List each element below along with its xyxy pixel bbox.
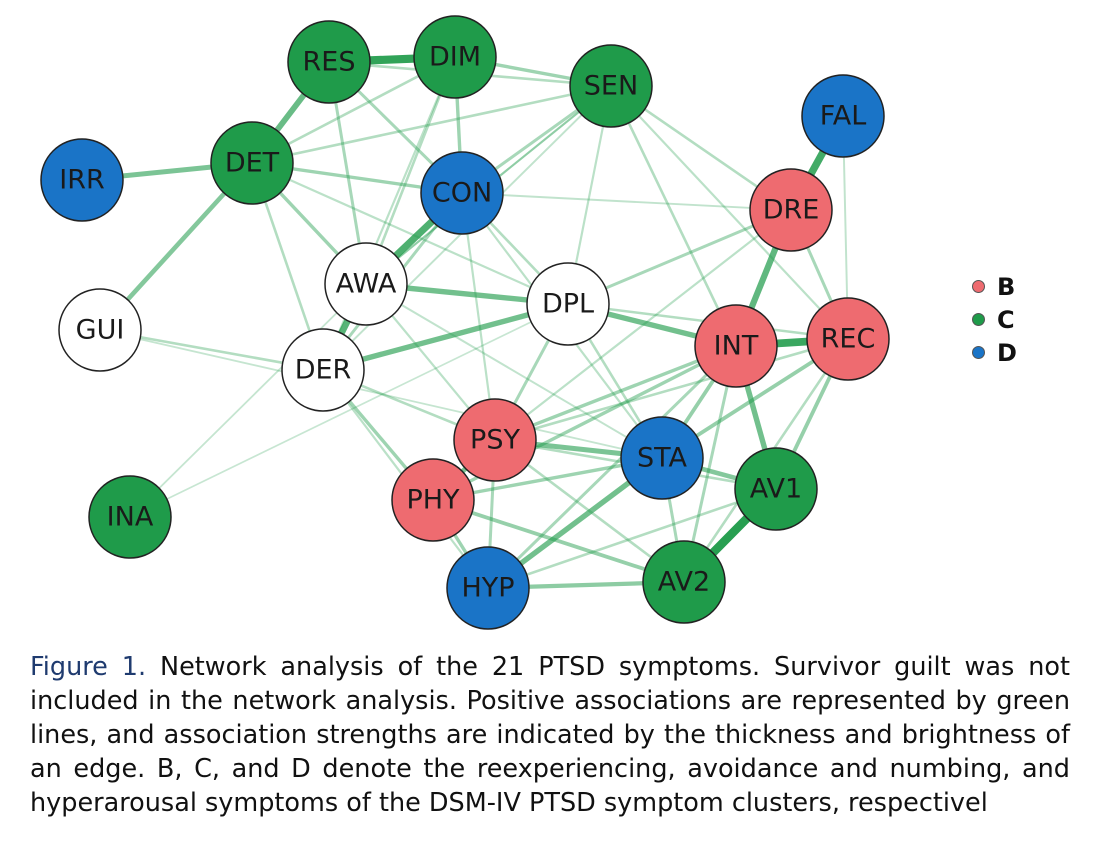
node-circle-av1 <box>734 447 818 531</box>
node-circle-hyp <box>446 546 530 630</box>
edge-hyp-av1 <box>486 487 778 590</box>
node-label-av1: AV1 <box>750 474 802 505</box>
node-label-sen: SEN <box>584 71 638 102</box>
legend-item-b: B <box>972 270 1017 303</box>
network-nodes: RES DIM SEN FAL IRR DET CON DRE AWA DPL GUI INT REC D… <box>40 15 890 630</box>
node-circle-av2 <box>642 540 726 624</box>
node-circle-der <box>281 328 365 412</box>
node-label-res: RES <box>303 47 356 78</box>
node-label-ina: INA <box>107 502 154 533</box>
node-label-int: INT <box>714 331 759 362</box>
node-fal: FAL <box>801 74 885 158</box>
symptom-network-diagram: RES DIM SEN FAL IRR DET CON DRE AWA DPL GUI INT REC D… <box>40 15 890 630</box>
node-label-phy: PHY <box>406 485 460 516</box>
edge-phy-av2 <box>431 498 686 584</box>
node-circle-gui <box>58 288 142 372</box>
node-circle-awa <box>324 242 408 326</box>
node-label-hyp: HYP <box>461 573 514 604</box>
figure-caption: Figure 1. Network analysis of the 21 PTS… <box>30 650 1070 820</box>
node-ina: INA <box>88 475 172 559</box>
legend-dot-c <box>972 313 985 326</box>
node-av1: AV1 <box>734 447 818 531</box>
node-label-dim: DIM <box>429 42 481 73</box>
node-label-dpl: DPL <box>542 289 594 320</box>
node-circle-rec <box>806 297 890 381</box>
edge-int-psy <box>493 344 738 442</box>
node-rec: REC <box>806 297 890 381</box>
node-label-gui: GUI <box>76 315 125 346</box>
node-circle-sta <box>620 416 704 500</box>
node-circle-dre <box>749 168 833 252</box>
caption-text: Network analysis of the 21 PTSD symptoms… <box>30 652 1071 818</box>
edge-sen-int <box>609 84 738 348</box>
node-circle-dpl <box>526 262 610 346</box>
node-circle-fal <box>801 74 885 158</box>
node-label-fal: FAL <box>820 101 867 132</box>
edge-rec-psy <box>493 337 850 442</box>
node-circle-con <box>420 151 504 235</box>
legend-item-d: D <box>972 336 1017 369</box>
node-label-awa: AWA <box>336 269 397 300</box>
legend-item-c: C <box>972 303 1017 336</box>
node-der: DER <box>281 328 365 412</box>
node-con: CON <box>420 151 504 235</box>
node-circle-dim <box>413 15 497 99</box>
node-dre: DRE <box>749 168 833 252</box>
edge-det-dpl <box>250 161 570 306</box>
legend-label-c: C <box>997 305 1015 334</box>
node-circle-irr <box>40 138 124 222</box>
legend-dot-d <box>972 346 985 359</box>
legend-label-d: D <box>997 338 1017 367</box>
node-res: RES <box>287 20 371 104</box>
node-label-der: DER <box>295 355 352 386</box>
node-circle-int <box>694 304 778 388</box>
edge-ina-awa <box>129 283 367 518</box>
node-circle-det <box>210 121 294 205</box>
node-awa: AWA <box>324 242 408 326</box>
edge-ina-dpl <box>129 303 569 518</box>
caption-label: Figure 1. <box>30 652 147 682</box>
node-label-irr: IRR <box>59 165 104 196</box>
node-circle-res <box>287 20 371 104</box>
node-label-dre: DRE <box>763 195 820 226</box>
edge-det-sen <box>250 84 613 165</box>
node-label-det: DET <box>225 148 280 179</box>
node-det: DET <box>210 121 294 205</box>
node-label-av2: AV2 <box>658 567 710 598</box>
node-circle-phy <box>391 458 475 542</box>
node-sta: STA <box>620 416 704 500</box>
node-phy: PHY <box>391 458 475 542</box>
legend-dot-b <box>972 280 985 293</box>
edge-awa-sta <box>365 283 663 459</box>
node-label-sta: STA <box>637 443 688 474</box>
node-psy: PSY <box>453 398 537 482</box>
node-hyp: HYP <box>446 546 530 630</box>
edge-con-dre <box>461 192 792 211</box>
edge-gui-sta <box>99 329 663 459</box>
edge-der-dpl <box>320 301 571 373</box>
node-sen: SEN <box>569 44 653 128</box>
node-dim: DIM <box>413 15 497 99</box>
edge-rec-sen <box>609 84 850 341</box>
node-label-psy: PSY <box>470 425 520 456</box>
node-dpl: DPL <box>526 262 610 346</box>
node-gui: GUI <box>58 288 142 372</box>
node-av2: AV2 <box>642 540 726 624</box>
node-int: INT <box>694 304 778 388</box>
node-circle-psy <box>453 398 537 482</box>
node-circle-sen <box>569 44 653 128</box>
node-label-rec: REC <box>821 324 876 355</box>
node-label-con: CON <box>432 178 492 209</box>
legend-label-b: B <box>997 272 1016 301</box>
node-circle-ina <box>88 475 172 559</box>
cluster-legend: B C D <box>972 270 1017 369</box>
edge-int-hyp <box>486 344 738 590</box>
node-irr: IRR <box>40 138 124 222</box>
